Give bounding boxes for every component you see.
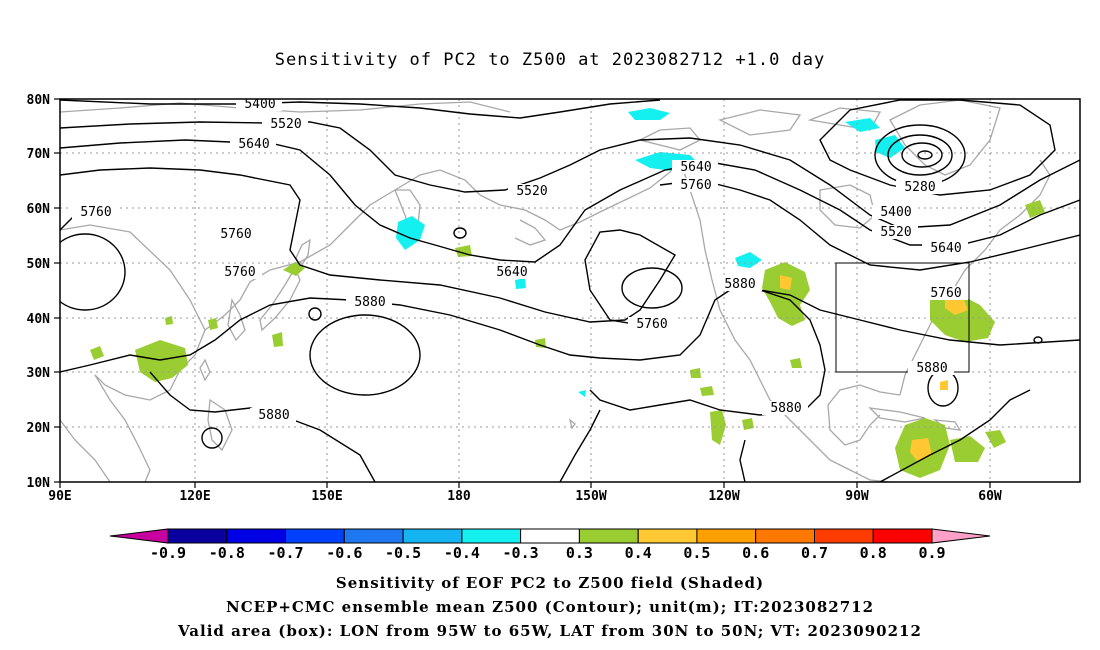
contour-label-5520-b: 5520	[516, 184, 547, 199]
colorbar-cell	[343, 528, 404, 544]
lat-label-80n: 80N	[27, 93, 51, 108]
axis-ticks	[54, 98, 991, 488]
caption-shading: Sensitivity of EOF PC2 to Z500 field (Sh…	[335, 574, 765, 592]
contour-label-5880-e: 5880	[916, 361, 947, 376]
grid-lines	[60, 99, 1080, 482]
contour-label-5400-b: 5400	[880, 205, 911, 220]
contour-label-5640-b: 5640	[680, 160, 711, 175]
contour-label-5280: 5280	[904, 180, 935, 195]
colorbar-tick-label: 0.9	[918, 544, 945, 562]
colorbar-tick-label: 0.6	[742, 544, 769, 562]
lat-label-10n: 10N	[27, 476, 51, 491]
map-frame	[59, 98, 1081, 483]
map-frame-background	[60, 99, 1080, 482]
lat-label-30n: 30N	[27, 366, 51, 381]
contour-label-5880-a: 5880	[354, 295, 385, 310]
colorbar-tick-label: -0.5	[385, 544, 421, 562]
colorbar-tick-label: -0.6	[326, 544, 362, 562]
contour-label-5640-d: 5640	[496, 265, 527, 280]
contour-label-5520-a: 5520	[270, 117, 301, 132]
lat-label-40n: 40N	[27, 312, 51, 327]
colorbar-right-tip	[931, 528, 991, 544]
lon-label-90w: 90W	[845, 489, 869, 504]
colorbar-cell	[696, 528, 757, 544]
contour-labels: 5400 5520 5640 5760 5880 5520 5640 5760 …	[72, 97, 968, 423]
colorbar-tick-label: 0.8	[860, 544, 887, 562]
colorbar-tick-label: 0.7	[801, 544, 828, 562]
contour-label-5760-c: 5760	[930, 286, 961, 301]
contour-label-5640-c: 5640	[930, 241, 961, 256]
contour-label-5520-c: 5520	[880, 225, 911, 240]
contour-label-5640-a: 5640	[238, 137, 269, 152]
caption-valid-area: Valid area (box): LON from 95W to 65W, L…	[178, 622, 922, 640]
contour-label-5760-f: 5760	[636, 317, 667, 332]
colorbar-tick-label: 0.5	[683, 544, 710, 562]
contour-label-5880-d: 5880	[770, 401, 801, 416]
z500-contours	[60, 99, 1080, 482]
lon-label-180: 180	[447, 489, 471, 504]
contour-label-5760-b: 5760	[680, 178, 711, 193]
contour-label-5760-a: 5760	[80, 205, 111, 220]
colorbar-left-tip	[109, 528, 169, 544]
contour-label-5760-d: 5760	[220, 227, 251, 242]
lon-label-60w: 60W	[978, 489, 1002, 504]
colorbar-cell	[167, 528, 228, 544]
chart-title: Sensitivity of PC2 to Z500 at 2023082712…	[274, 50, 826, 70]
colorbar-tick-label: -0.4	[444, 544, 480, 562]
sensitivity-shading	[90, 108, 1045, 478]
lon-label-150w: 150W	[575, 489, 606, 504]
axis-labels: 90E 120E 150E 180 150W 120W 90W 60W 80N …	[27, 93, 1002, 504]
colorbar-cell	[814, 528, 874, 544]
lat-label-20n: 20N	[27, 421, 51, 436]
colorbar-cell	[461, 528, 522, 544]
colorbar-cell	[872, 528, 933, 544]
contour-label-5880-b: 5880	[724, 277, 755, 292]
colorbar-cell	[637, 528, 698, 544]
caption-contour: NCEP+CMC ensemble mean Z500 (Contour); u…	[226, 598, 874, 616]
contour-label-5400-a: 5400	[244, 97, 275, 112]
lon-label-120e: 120E	[179, 489, 210, 504]
lon-label-90e: 90E	[48, 489, 71, 504]
colorbar-tick-label: -0.9	[150, 544, 186, 562]
colorbar-tick-label: -0.3	[503, 544, 539, 562]
lat-label-60n: 60N	[27, 202, 51, 217]
colorbar-cell	[226, 528, 287, 544]
colorbar-cell	[755, 528, 816, 544]
contour-label-5880-c: 5880	[258, 408, 289, 423]
colorbar-cell	[578, 528, 639, 544]
colorbar-cell	[520, 528, 580, 544]
colorbar-cell	[402, 528, 463, 544]
valid-area-box	[835, 262, 970, 373]
lon-label-150e: 150E	[311, 489, 342, 504]
colorbar-tick-label: -0.7	[267, 544, 303, 562]
colorbar-tick-label: 0.3	[566, 544, 593, 562]
lat-label-50n: 50N	[27, 257, 51, 272]
lat-label-70n: 70N	[27, 147, 51, 162]
colorbar: -0.9 -0.8 -0.7 -0.6 -0.5 -0.4 -0.3 0.3 0.4 0.5 0.6…	[109, 528, 991, 562]
contour-label-5760-e: 5760	[224, 265, 255, 280]
colorbar-tick-label: -0.8	[209, 544, 245, 562]
lon-label-120w: 120W	[708, 489, 739, 504]
colorbar-cell	[285, 528, 345, 544]
colorbar-tick-label: 0.4	[625, 544, 652, 562]
